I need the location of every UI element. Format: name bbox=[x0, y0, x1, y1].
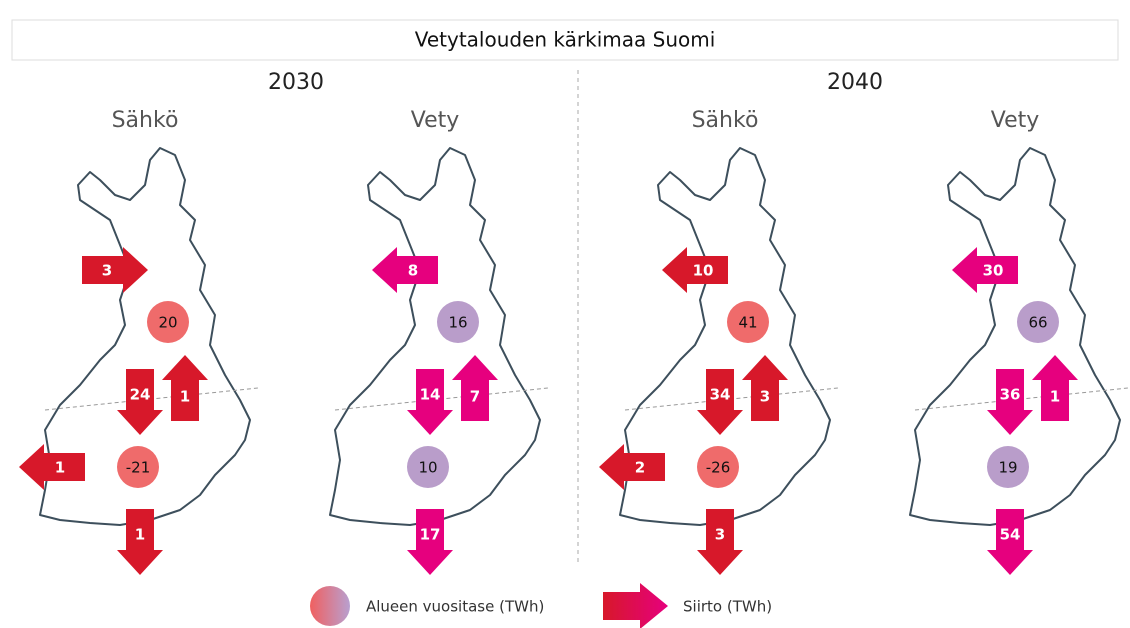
transfer-arrow bbox=[452, 355, 498, 421]
arrow-shape bbox=[82, 247, 148, 293]
balance-circle bbox=[987, 446, 1029, 488]
balance-label: 10 bbox=[418, 459, 437, 477]
map-panel: Vety 16 10 8 14 7 17 bbox=[329, 108, 549, 575]
year: 2030 bbox=[268, 70, 324, 95]
balance-label: 16 bbox=[448, 314, 467, 332]
balance-label: 19 bbox=[998, 459, 1017, 477]
arrow-shape bbox=[697, 509, 743, 575]
map-label: Vety bbox=[991, 108, 1040, 133]
transfer-label: 17 bbox=[420, 526, 441, 544]
arrow-shape bbox=[117, 509, 163, 575]
balance-label: -21 bbox=[126, 459, 151, 477]
transfer-label: 7 bbox=[470, 388, 480, 406]
arrow-shape bbox=[697, 369, 743, 435]
transfer-label: 1 bbox=[1050, 388, 1060, 406]
balance-circle bbox=[697, 446, 739, 488]
arrow-shape bbox=[407, 369, 453, 435]
transfer-arrow bbox=[952, 247, 1018, 293]
legend-circle bbox=[310, 586, 350, 626]
balance-circle bbox=[117, 446, 159, 488]
transfer-label: 36 bbox=[1000, 386, 1021, 404]
balance-circle bbox=[727, 301, 769, 343]
arrow-shape bbox=[599, 444, 665, 490]
map-panel: Vety 66 19 30 36 1 54 bbox=[909, 108, 1129, 575]
arrow-shape bbox=[162, 355, 208, 421]
map-panel: Sähkö 20 -21 3 24 1 1 1 bbox=[19, 108, 259, 575]
arrow-shape bbox=[987, 369, 1033, 435]
transfer-label: 24 bbox=[130, 386, 151, 404]
arrow-shape bbox=[952, 247, 1018, 293]
transfer-arrow bbox=[987, 369, 1033, 435]
title-box bbox=[11, 19, 1119, 61]
legend-balance: Alueen vuositase (TWh) bbox=[366, 598, 544, 616]
balance-label: 41 bbox=[738, 314, 757, 332]
transfer-label: 1 bbox=[55, 459, 65, 477]
transfer-arrow bbox=[162, 355, 208, 421]
transfer-arrow bbox=[742, 355, 788, 421]
arrow-shape bbox=[372, 247, 438, 293]
arrow-shape bbox=[742, 355, 788, 421]
balance-circle bbox=[407, 446, 449, 488]
transfer-label: 2 bbox=[635, 459, 645, 477]
transfer-label: 3 bbox=[715, 526, 725, 544]
transfer-label: 3 bbox=[102, 262, 112, 280]
transfer-arrow bbox=[697, 509, 743, 575]
balance-label: 66 bbox=[1028, 314, 1047, 332]
balance-label: 20 bbox=[158, 314, 177, 332]
map-label: Sähkö bbox=[112, 108, 179, 133]
transfer-label: 3 bbox=[760, 388, 770, 406]
arrow-shape bbox=[19, 444, 85, 490]
year: 2040 bbox=[827, 70, 883, 95]
legend-arrow bbox=[603, 583, 668, 628]
transfer-label: 1 bbox=[180, 388, 190, 406]
transfer-label: 34 bbox=[710, 386, 731, 404]
arrow-shape bbox=[117, 369, 163, 435]
transfer-arrow bbox=[372, 247, 438, 293]
transfer-arrow bbox=[1032, 355, 1078, 421]
title: Vetytalouden kärkimaa Suomi bbox=[415, 28, 716, 52]
arrow-shape bbox=[452, 355, 498, 421]
transfer-arrow bbox=[407, 369, 453, 435]
transfer-label: 14 bbox=[420, 386, 441, 404]
transfer-arrow bbox=[599, 444, 665, 490]
transfer-arrow bbox=[407, 509, 453, 575]
balance-circle bbox=[1017, 301, 1059, 343]
transfer-arrow bbox=[117, 509, 163, 575]
balance-label: -26 bbox=[706, 459, 731, 477]
map-panel: Sähkö 41 -26 10 34 3 2 3 bbox=[599, 108, 839, 575]
transfer-arrow bbox=[662, 247, 728, 293]
transfer-arrow bbox=[987, 509, 1033, 575]
transfer-label: 54 bbox=[1000, 526, 1021, 544]
arrow-shape bbox=[662, 247, 728, 293]
map-label: Sähkö bbox=[692, 108, 759, 133]
transfer-label: 1 bbox=[135, 526, 145, 544]
transfer-label: 8 bbox=[408, 262, 418, 280]
transfer-arrow bbox=[19, 444, 85, 490]
arrow-shape bbox=[407, 509, 453, 575]
transfer-arrow bbox=[697, 369, 743, 435]
map-label: Vety bbox=[411, 108, 460, 133]
balance-circle bbox=[437, 301, 479, 343]
transfer-label: 10 bbox=[693, 262, 714, 280]
arrow-shape bbox=[1032, 355, 1078, 421]
balance-circle bbox=[147, 301, 189, 343]
transfer-label: 30 bbox=[983, 262, 1004, 280]
legend-transfer: Siirto (TWh) bbox=[683, 598, 772, 616]
arrow-shape bbox=[987, 509, 1033, 575]
transfer-arrow bbox=[117, 369, 163, 435]
transfer-arrow bbox=[82, 247, 148, 293]
